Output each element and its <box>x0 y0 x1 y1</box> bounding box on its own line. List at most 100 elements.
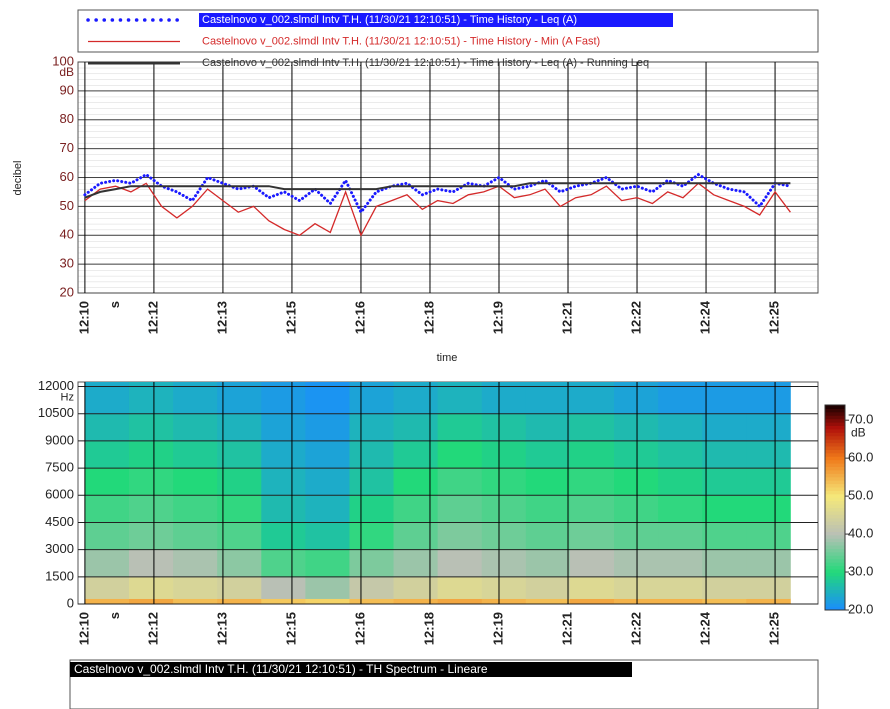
heat-cell <box>349 441 393 469</box>
heat-cell <box>349 577 393 599</box>
colorbar-slice <box>825 586 845 590</box>
heat-cell <box>173 441 217 469</box>
colorbar-slice <box>825 603 845 607</box>
heat-cell <box>570 522 614 550</box>
heat-cell <box>614 550 658 578</box>
heat-cell <box>85 550 129 578</box>
colorbar-slice <box>825 415 845 419</box>
heat-cell <box>614 468 658 496</box>
heat-cell <box>85 441 129 469</box>
y-tick-label: 70 <box>60 140 74 155</box>
colorbar-tick-label: 20.0 <box>848 601 873 616</box>
colorbar-slice <box>825 467 845 471</box>
x-unit: s <box>107 301 122 308</box>
heat-cell <box>526 441 570 469</box>
y-unit: dB <box>59 65 74 79</box>
heat-cell <box>526 468 570 496</box>
colorbar-slice <box>825 596 845 600</box>
heat-cell <box>394 441 438 469</box>
heat-cell <box>217 550 261 578</box>
heat-cell <box>173 550 217 578</box>
legend-label: Castelnovo v_002.slmdl Intv T.H. (11/30/… <box>202 14 577 26</box>
colorbar-slice <box>825 412 845 416</box>
heat-cell <box>614 495 658 523</box>
y-tick-label: 7500 <box>45 460 74 475</box>
colorbar-slice <box>825 535 845 539</box>
colorbar-slice <box>825 494 845 498</box>
colorbar-slice <box>825 473 845 477</box>
colorbar-slice <box>825 501 845 505</box>
heat-cell <box>570 550 614 578</box>
heat-cell <box>217 441 261 469</box>
colorbar-slice <box>825 576 845 580</box>
heat-cell <box>217 495 261 523</box>
colorbar-slice <box>825 545 845 549</box>
heat-cell <box>526 495 570 523</box>
colorbar-slice <box>825 463 845 467</box>
x-unit: s <box>107 612 122 619</box>
x-tick-label: 12:13 <box>214 301 229 334</box>
colorbar-slice <box>825 484 845 488</box>
heat-cell <box>702 522 746 550</box>
heat-cell <box>526 577 570 599</box>
heat-cell <box>394 577 438 599</box>
heat-cell <box>746 577 790 599</box>
heat-cell <box>305 468 349 496</box>
colorbar-slice <box>825 460 845 464</box>
heat-cell <box>526 550 570 578</box>
colorbar-slice <box>825 525 845 529</box>
heat-cell <box>570 414 614 442</box>
colorbar-slice <box>825 436 845 440</box>
colorbar-slice <box>825 538 845 542</box>
heat-cell <box>438 550 482 578</box>
colorbar-slice <box>825 521 845 525</box>
heat-cell <box>482 495 526 523</box>
heat-cell <box>614 414 658 442</box>
heat-cell <box>702 550 746 578</box>
heat-cell <box>570 495 614 523</box>
y-tick-label: 90 <box>60 82 74 97</box>
x-tick-label: 12:15 <box>283 612 298 645</box>
heat-cell <box>746 414 790 442</box>
colorbar-slice <box>825 566 845 570</box>
heat-cell <box>526 414 570 442</box>
colorbar-slice <box>825 511 845 515</box>
heat-cell <box>261 495 305 523</box>
spectrum-title: Castelnovo v_002.slmdl Intv T.H. (11/30/… <box>74 662 488 676</box>
legend-label: Castelnovo v_002.slmdl Intv T.H. (11/30/… <box>202 57 649 69</box>
y-tick-label: 10500 <box>38 405 74 420</box>
colorbar-slice <box>825 422 845 426</box>
y-tick-label: 0 <box>67 595 74 610</box>
colorbar-slice <box>825 593 845 597</box>
x-tick-label: 12:10 <box>76 612 91 645</box>
colorbar-slice <box>825 470 845 474</box>
colorbar-slice <box>825 453 845 457</box>
heat-cell <box>482 522 526 550</box>
heat-cell <box>482 550 526 578</box>
heat-cell <box>394 495 438 523</box>
heat-cell <box>305 495 349 523</box>
heat-cell <box>217 522 261 550</box>
x-tick-label: 12:12 <box>145 612 160 645</box>
heat-cell <box>85 414 129 442</box>
x-tick-label: 12:18 <box>421 612 436 645</box>
heat-cell <box>173 468 217 496</box>
x-tick-label: 12:15 <box>283 301 298 334</box>
colorbar-slice <box>825 443 845 447</box>
heat-cell <box>85 468 129 496</box>
heat-cell <box>305 577 349 599</box>
heat-cell <box>482 468 526 496</box>
heat-cell <box>438 468 482 496</box>
colorbar-slice <box>825 446 845 450</box>
colorbar-slice <box>825 432 845 436</box>
heat-cell <box>305 522 349 550</box>
heat-cell <box>702 441 746 469</box>
colorbar-slice <box>825 408 845 412</box>
heat-cell <box>261 550 305 578</box>
colorbar-slice <box>825 562 845 566</box>
heat-cell <box>438 414 482 442</box>
heat-cell <box>482 441 526 469</box>
y-tick-label: 30 <box>60 256 74 271</box>
colorbar-tick-label: 50.0 <box>848 488 873 503</box>
heat-cell <box>261 522 305 550</box>
